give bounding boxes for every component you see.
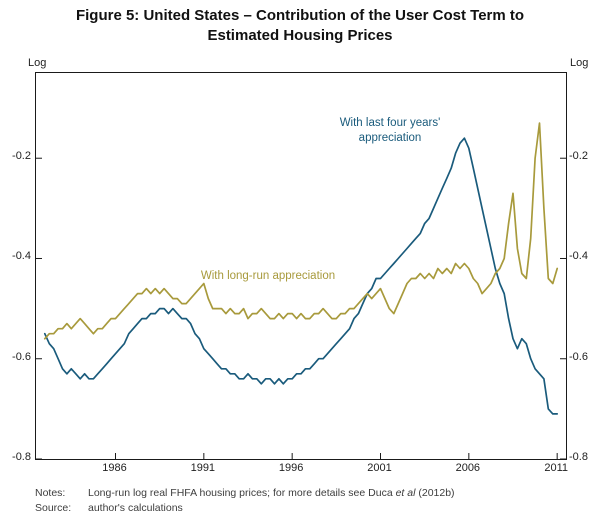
notes-text-pre: Long-run log real FHFA housing prices; f… (88, 487, 396, 499)
y-axis-unit-right: Log (570, 57, 589, 69)
notes-text: Long-run log real FHFA housing prices; f… (88, 487, 588, 499)
chart-title: Figure 5: United States – Contribution o… (0, 6, 600, 47)
x-tick-label: 1991 (190, 462, 216, 474)
y-tick-label-left: -0.8 (12, 451, 31, 463)
x-tick-label: 1996 (278, 462, 304, 474)
x-tick-label: 2011 (544, 462, 568, 474)
annotation-last-four-years: With last four years' appreciation (298, 116, 482, 146)
source-label: Source: (35, 502, 72, 514)
series-line (43, 137, 559, 415)
plot-area (35, 72, 567, 460)
annotation-long-run-line1: With long-run appreciation (200, 270, 336, 282)
notes-label: Notes: (35, 487, 66, 499)
annotation-last-four-years-line2: appreciation (358, 131, 422, 144)
annotation-long-run: With long-run appreciation (176, 269, 360, 284)
source-text: author's calculations (88, 502, 183, 514)
y-tick-label-left: -0.2 (12, 150, 31, 163)
x-tick-label: 1986 (102, 462, 127, 474)
y-tick-label-left: -0.4 (12, 250, 31, 263)
series-line (43, 122, 559, 340)
plot-svg (36, 122, 566, 459)
y-tick-label-right: -0.6 (569, 350, 588, 363)
x-tick-label: 2001 (367, 462, 392, 474)
x-tick-label: 2006 (455, 462, 481, 474)
chart-title-line1: Figure 5: United States – Contribution o… (75, 7, 525, 24)
y-tick-label-right: -0.4 (569, 250, 588, 263)
y-tick-label-right: -0.8 (569, 451, 588, 463)
notes-text-post: (2012b) (415, 487, 455, 499)
y-tick-label-right: -0.2 (569, 150, 588, 163)
y-tick-label-left: -0.6 (12, 350, 31, 363)
annotation-last-four-years-line1: With last four years' (339, 117, 441, 129)
y-axis-unit-left: Log (28, 57, 47, 69)
chart-title-line2: Estimated Housing Prices (207, 27, 393, 45)
notes-text-italic: et al (395, 487, 416, 499)
